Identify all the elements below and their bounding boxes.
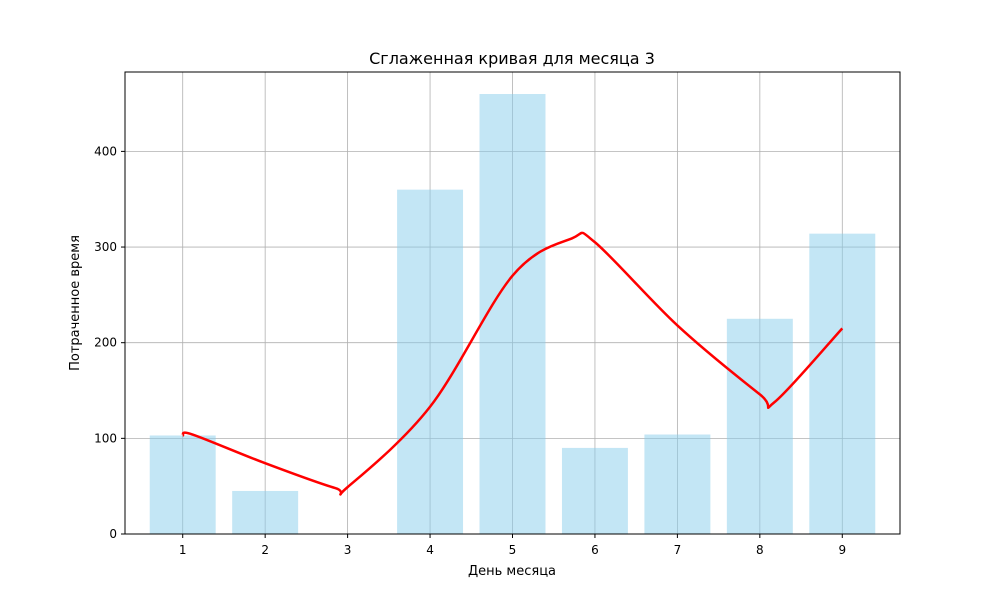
y-axis-title: Потраченное время — [68, 235, 83, 371]
y-tick-label: 300 — [94, 240, 117, 254]
bar-day-5 — [479, 94, 546, 534]
y-ticks: 0 100 200 300 400 — [94, 144, 125, 541]
x-axis-title: День месяца — [468, 564, 556, 579]
x-tick-label: 1 — [179, 543, 187, 557]
chart-title: Сглаженная кривая для месяца 3 — [369, 49, 655, 68]
x-tick-label: 9 — [838, 543, 846, 557]
x-ticks: 1 2 3 4 5 6 7 8 9 — [179, 534, 846, 557]
y-tick-label: 400 — [94, 144, 117, 158]
y-tick-label: 200 — [94, 336, 117, 350]
bar-day-7 — [644, 434, 711, 534]
bar-day-2 — [232, 490, 299, 534]
bar-day-8 — [726, 318, 793, 534]
bar-day-4 — [397, 189, 464, 535]
x-tick-label: 3 — [344, 543, 352, 557]
bars — [149, 94, 876, 535]
x-tick-label: 5 — [509, 543, 517, 557]
bar-day-9 — [809, 233, 876, 535]
x-tick-label: 8 — [756, 543, 764, 557]
bar-day-6 — [561, 447, 628, 534]
x-tick-label: 4 — [426, 543, 434, 557]
y-tick-label: 0 — [109, 527, 117, 541]
x-tick-label: 6 — [591, 543, 599, 557]
y-tick-label: 100 — [94, 431, 117, 445]
x-tick-label: 7 — [674, 543, 682, 557]
bar-day-1 — [149, 435, 216, 534]
smoothed-curve — [181, 231, 844, 496]
x-tick-label: 2 — [261, 543, 269, 557]
